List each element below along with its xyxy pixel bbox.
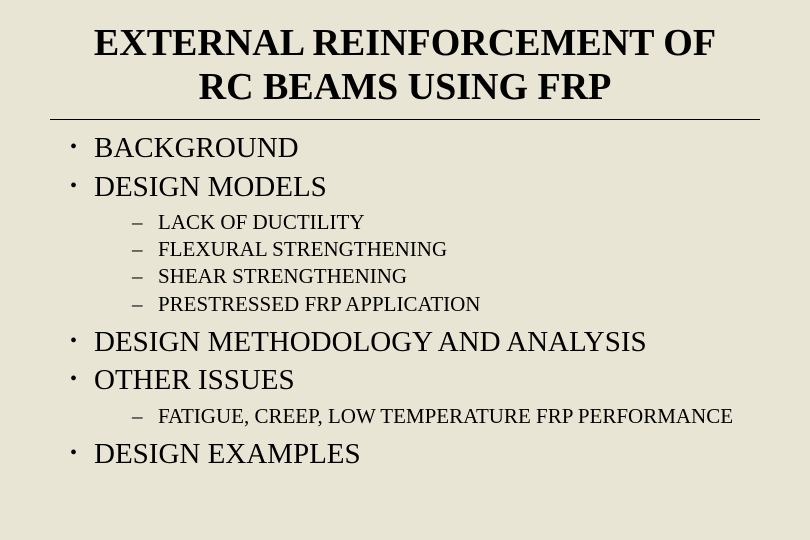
dash-marker-icon: –	[132, 209, 158, 236]
sub-bullet-item: – PRESTRESSED FRP APPLICATION	[132, 291, 760, 318]
bullet-item: • DESIGN METHODOLOGY AND ANALYSIS	[70, 324, 760, 360]
bullet-marker-icon: •	[70, 362, 94, 396]
sub-bullet-text: FATIGUE, CREEP, LOW TEMPERATURE FRP PERF…	[158, 403, 760, 430]
dash-marker-icon: –	[132, 403, 158, 430]
bullet-item: • DESIGN MODELS	[70, 169, 760, 205]
title-divider	[50, 119, 760, 120]
sub-bullet-text: PRESTRESSED FRP APPLICATION	[158, 291, 760, 318]
sub-bullet-text: SHEAR STRENGTHENING	[158, 263, 760, 290]
bullet-text: BACKGROUND	[94, 130, 760, 166]
sub-bullet-item: – LACK OF DUCTILITY	[132, 209, 760, 236]
sub-bullet-item: – FATIGUE, CREEP, LOW TEMPERATURE FRP PE…	[132, 403, 760, 430]
bullet-marker-icon: •	[70, 324, 94, 358]
bullet-item: • DESIGN EXAMPLES	[70, 436, 760, 472]
bullet-text: OTHER ISSUES	[94, 362, 760, 398]
dash-marker-icon: –	[132, 236, 158, 263]
title-line-1: EXTERNAL REINFORCEMENT OF	[94, 22, 716, 64]
bullet-item: • BACKGROUND	[70, 130, 760, 166]
dash-marker-icon: –	[132, 291, 158, 318]
bullet-item: • OTHER ISSUES	[70, 362, 760, 398]
main-bullet-list: • BACKGROUND • DESIGN MODELS – LACK OF D…	[50, 130, 760, 472]
sub-bullet-list: – FATIGUE, CREEP, LOW TEMPERATURE FRP PE…	[70, 403, 760, 430]
sub-bullet-item: – SHEAR STRENGTHENING	[132, 263, 760, 290]
slide-title: EXTERNAL REINFORCEMENT OF RC BEAMS USING…	[50, 22, 760, 109]
bullet-text: DESIGN EXAMPLES	[94, 436, 760, 472]
sub-bullet-item: – FLEXURAL STRENGTHENING	[132, 236, 760, 263]
bullet-text: DESIGN METHODOLOGY AND ANALYSIS	[94, 324, 760, 360]
sub-bullet-text: LACK OF DUCTILITY	[158, 209, 760, 236]
sub-bullet-text: FLEXURAL STRENGTHENING	[158, 236, 760, 263]
bullet-marker-icon: •	[70, 169, 94, 203]
title-line-2: RC BEAMS USING FRP	[199, 66, 612, 108]
bullet-marker-icon: •	[70, 130, 94, 164]
dash-marker-icon: –	[132, 263, 158, 290]
bullet-marker-icon: •	[70, 436, 94, 470]
sub-bullet-list: – LACK OF DUCTILITY – FLEXURAL STRENGTHE…	[70, 209, 760, 318]
bullet-text: DESIGN MODELS	[94, 169, 760, 205]
